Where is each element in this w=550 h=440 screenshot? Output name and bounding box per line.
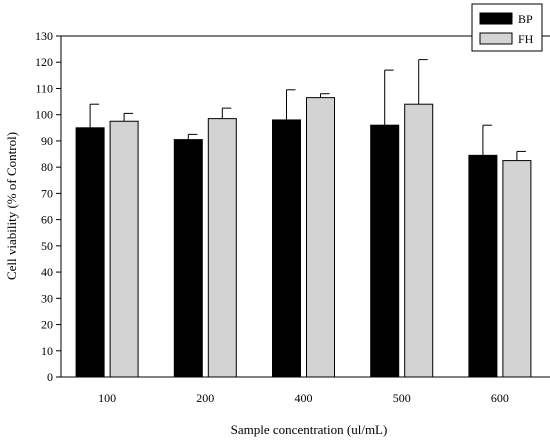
legend-swatch-fh [479,32,513,45]
bar-bp [272,119,301,378]
legend-swatch-bp [479,12,513,25]
x-tick-label: 400 [295,391,313,405]
legend-label-bp: BP [518,12,533,26]
y-axis-title: Cell viability (% of Control) [4,132,19,280]
x-tick-label: 500 [393,391,411,405]
bar-fh [207,118,237,378]
y-axis-ticks: 0 10 20 30 40 50 60 70 80 90 100 110 120 130 [35,29,61,384]
y-tick-label: 40 [41,265,53,279]
y-tick-label: 60 [41,213,53,227]
y-tick-label: 50 [41,239,53,253]
x-tick-label: 200 [196,391,214,405]
y-tick-label: 0 [47,370,53,384]
y-tick-label: 70 [41,186,53,200]
y-tick-label: 80 [41,160,53,174]
y-tick-label: 90 [41,134,53,148]
bar-bp [468,154,498,378]
y-tick-label: 10 [41,344,53,358]
legend: BP FH [471,3,543,52]
bar-fh [404,103,434,378]
y-tick-label: 110 [35,81,53,95]
bar-fh [306,97,335,378]
bar-bp [75,127,105,378]
bar-bp [370,124,400,378]
y-tick-label: 100 [35,108,53,122]
y-tick-label: 130 [35,29,53,43]
y-tick-label: 30 [41,291,53,305]
bars-group [75,97,532,378]
x-axis-ticks: 100 200 400 500 600 [98,391,509,405]
x-tick-label: 100 [98,391,116,405]
bar-fh [502,160,532,378]
x-axis-title: Sample concentration (ul/mL) [231,422,388,437]
y-tick-label: 120 [35,55,53,69]
bar-fh [109,120,139,378]
legend-label-fh: FH [518,32,534,46]
bar-bp [173,139,203,378]
error-bars-group [89,59,526,161]
x-tick-label: 600 [491,391,509,405]
y-tick-label: 20 [41,318,53,332]
